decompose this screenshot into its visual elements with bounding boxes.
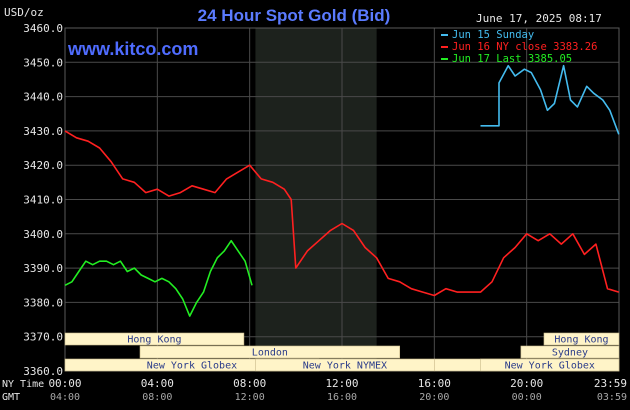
- y-tick-label: 3400.0: [23, 228, 63, 241]
- session-bar: [139, 345, 401, 359]
- session-label: London: [252, 348, 288, 359]
- series-line: [480, 64, 620, 135]
- legend-swatch-jun16: [441, 46, 448, 48]
- session-label: Hong Kong: [127, 335, 181, 346]
- gmt-tick-label: 16:00: [327, 392, 357, 403]
- session-label: New York Globex: [505, 361, 595, 372]
- y-tick-label: 3410.0: [23, 194, 63, 207]
- ny-time-row-label: NY Time: [2, 379, 44, 390]
- y-tick-label: 3430.0: [23, 125, 63, 138]
- x-tick-label: 12:00: [325, 377, 358, 390]
- y-tick-label: 3370.0: [23, 331, 63, 344]
- x-tick-label: 04:00: [141, 377, 174, 390]
- gmt-row-label: GMT: [2, 392, 20, 403]
- gmt-tick-label: 04:00: [50, 392, 80, 403]
- session-bar: [520, 345, 620, 359]
- y-tick-label: 3440.0: [23, 91, 63, 104]
- x-tick-label: 00:00: [48, 377, 81, 390]
- x-tick-label: 16:00: [418, 377, 451, 390]
- gmt-tick-label: 03:59: [597, 392, 627, 403]
- watermark: www.kitco.com: [67, 39, 198, 59]
- timestamp: June 17, 2025 08:17: [476, 12, 602, 25]
- grid-lines: [64, 27, 620, 372]
- session-label: New York NYMEX: [303, 361, 387, 372]
- session-label: New York Globex: [147, 361, 237, 372]
- session-bar: [480, 358, 620, 372]
- legend-label-jun15: Jun 15 Sunday: [452, 29, 534, 41]
- x-tick-label: 23:59: [594, 377, 627, 390]
- y-tick-label: 3420.0: [23, 159, 63, 172]
- legend-label-jun17: Jun 17 Last 3385.05: [452, 53, 572, 65]
- y-tick-label: 3380.0: [23, 296, 63, 309]
- legend-swatch-jun17: [441, 58, 448, 60]
- y-unit-label: USD/oz: [4, 6, 44, 19]
- y-tick-label: 3450.0: [23, 56, 63, 69]
- y-tick-label: 3390.0: [23, 262, 63, 275]
- gmt-tick-label: 00:00: [512, 392, 542, 403]
- session-label: Hong Kong: [554, 335, 608, 346]
- session-bar: [64, 332, 245, 346]
- y-tick-label: 3460.0: [23, 22, 63, 35]
- y-tick-label: 3360.0: [23, 365, 63, 378]
- gmt-tick-label: 20:00: [419, 392, 449, 403]
- series-line: [64, 130, 620, 297]
- session-bar: [543, 332, 620, 346]
- legend: Jun 15 Sunday Jun 16 NY close 3383.26 Ju…: [441, 29, 597, 65]
- legend-label-jun16: Jun 16 NY close 3383.26: [452, 41, 597, 53]
- session-label: Sydney: [552, 348, 588, 359]
- series-line: [64, 239, 253, 317]
- series-lines: [64, 64, 620, 317]
- x-tick-labels: 00:00 04:00 08:00 12:00 16:00 20:00 23:59 04:00…: [48, 377, 627, 403]
- legend-swatch-jun15: [441, 34, 448, 36]
- x-tick-label: 20:00: [510, 377, 543, 390]
- gmt-tick-label: 08:00: [142, 392, 172, 403]
- y-tick-labels: 3460.0 3450.0 3440.0 3430.0 3420.0 3410.0 3400…: [23, 22, 63, 378]
- session-bars: Hong Kong London New York Globex New York N…: [64, 332, 620, 372]
- chart-title: 24 Hour Spot Gold (Bid): [198, 6, 391, 25]
- x-tick-label: 08:00: [233, 377, 266, 390]
- gmt-tick-label: 12:00: [235, 392, 265, 403]
